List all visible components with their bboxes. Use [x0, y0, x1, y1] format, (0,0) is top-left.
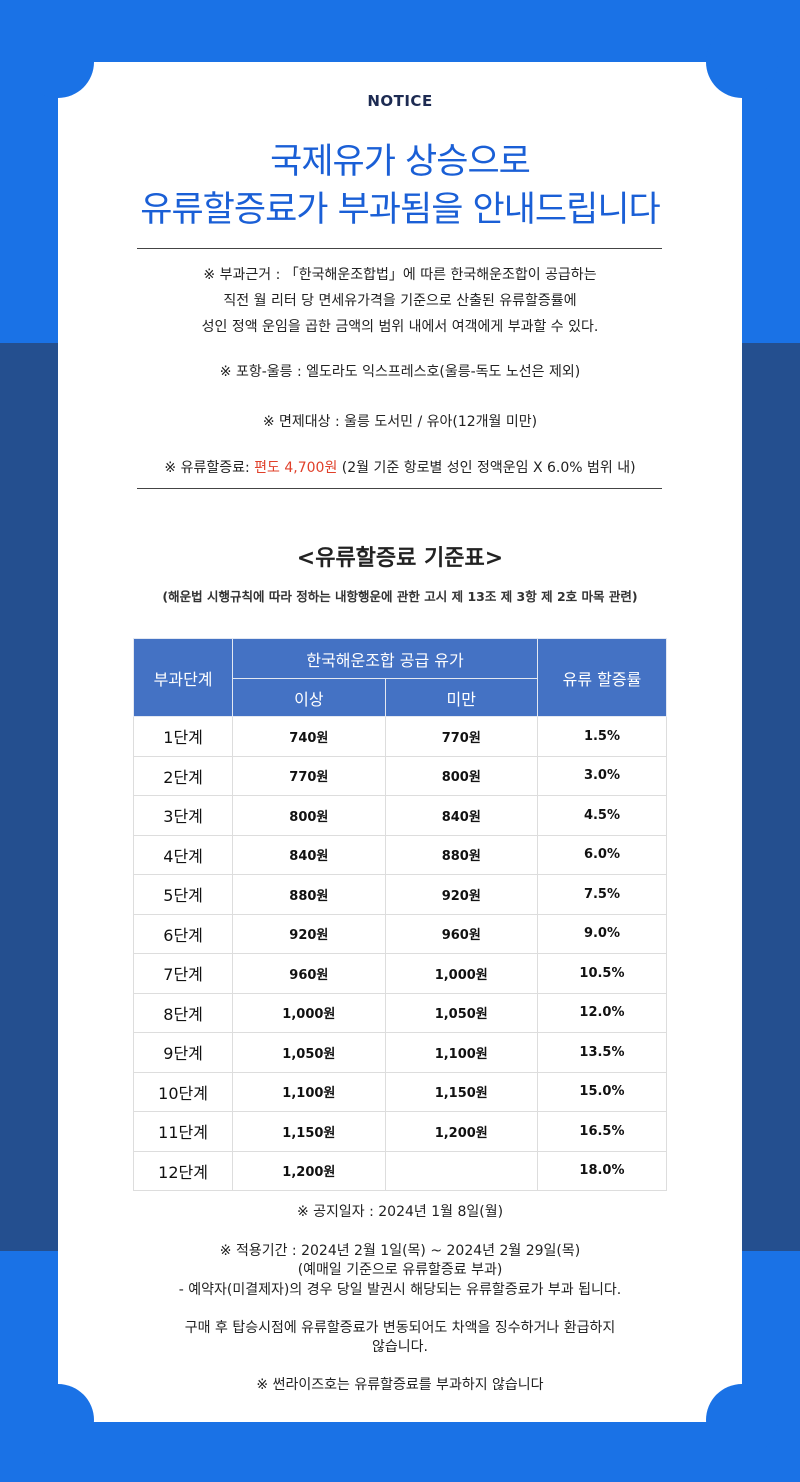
- stage-cell: 1단계: [132, 716, 234, 757]
- reservation-note: - 예약자(미결제자)의 경우 당일 발권시 해당되는 유류할증료가 부과 됩니…: [178, 1282, 622, 1298]
- surcharge-amount: 편도 4,700원: [254, 460, 338, 476]
- min-cell: 1,050원: [232, 1032, 386, 1073]
- min-cell: 840원: [232, 834, 386, 875]
- stage-cell: 3단계: [132, 795, 234, 836]
- table-subtitle: (해운법 시행규칙에 따라 정하는 내항행운에 관한 고시 제 13조 제 3항…: [162, 589, 638, 604]
- card-notch-top-left: [22, 26, 94, 98]
- rate-cell: 6.0%: [536, 834, 668, 875]
- min-cell: 740원: [232, 716, 386, 757]
- table-row: 4단계 840원 880원 6.0%: [132, 834, 668, 875]
- header-max: 미만: [384, 678, 538, 717]
- table-row: 8단계 1,000원 1,050원 12.0%: [132, 992, 668, 1033]
- min-cell: 880원: [232, 874, 386, 915]
- title-line-1: 국제유가 상승으로: [270, 142, 531, 182]
- min-cell: 1,200원: [232, 1150, 386, 1191]
- page-title: 국제유가 상승으로 유류할증료가 부과됨을 안내드립니다: [0, 138, 800, 234]
- card-notch-bottom-left: [22, 1384, 94, 1456]
- rate-cell: 10.5%: [536, 953, 668, 994]
- surcharge-table: 부과단계 한국해운조합 공급 유가 유류 할증률 이상 미만 1단계 740원 …: [132, 638, 668, 1191]
- apply-period: ※ 적용기간 : 2024년 2월 1일(목) ~ 2024년 2월 29일(목…: [219, 1243, 581, 1259]
- rate-cell: 15.0%: [536, 1071, 668, 1112]
- min-cell: 800원: [232, 795, 386, 836]
- max-cell: 770원: [384, 716, 538, 757]
- min-cell: 920원: [232, 913, 386, 954]
- notice-label: NOTICE: [367, 92, 433, 110]
- route-text: ※ 포항-울릉 : 엘도라도 익스프레스호(울릉-독도 노선은 제외): [219, 364, 581, 380]
- basis-line-3: 성인 정액 운임을 곱한 금액의 범위 내에서 여객에게 부과할 수 있다.: [201, 319, 599, 335]
- basis-text: ※ 부과근거 : 「한국해운조합법」에 따른 한국해운조합이 공급하는 직전 월…: [0, 262, 800, 340]
- max-cell: 1,000원: [384, 953, 538, 994]
- table-row: 11단계 1,150원 1,200원 16.5%: [132, 1111, 668, 1152]
- stage-cell: 12단계: [132, 1150, 234, 1191]
- basis-line-2: 직전 월 리터 당 면세유가격을 기준으로 산출된 유류할증률에: [223, 293, 577, 309]
- change-note-line-2: 않습니다.: [372, 1339, 428, 1355]
- surcharge-prefix: ※ 유류할증료:: [164, 460, 255, 476]
- table-row: 6단계 920원 960원 9.0%: [132, 913, 668, 954]
- max-cell: 960원: [384, 913, 538, 954]
- notice-date: ※ 공지일자 : 2024년 1월 8일(월): [296, 1204, 504, 1220]
- rate-cell: 7.5%: [536, 874, 668, 915]
- max-cell: 840원: [384, 795, 538, 836]
- min-cell: 1,000원: [232, 992, 386, 1033]
- basis-line-1: ※ 부과근거 : 「한국해운조합법」에 따른 한국해운조합이 공급하는: [203, 267, 597, 283]
- surcharge-suffix: (2월 기준 항로별 성인 정액운임 X 6.0% 범위 내): [337, 460, 636, 476]
- rate-cell: 13.5%: [536, 1032, 668, 1073]
- rate-cell: 12.0%: [536, 992, 668, 1033]
- apply-period-note: (예매일 기준으로 유류할증료 부과): [297, 1262, 503, 1278]
- rate-cell: 4.5%: [536, 795, 668, 836]
- header-min: 이상: [232, 678, 386, 717]
- table-row: 1단계 740원 770원 1.5%: [132, 716, 668, 757]
- stage-cell: 2단계: [132, 755, 234, 796]
- table-title: <유류할증료 기준표>: [296, 546, 504, 571]
- max-cell: 1,100원: [384, 1032, 538, 1073]
- min-cell: 770원: [232, 755, 386, 796]
- max-cell: [384, 1150, 538, 1191]
- stage-cell: 9단계: [132, 1032, 234, 1073]
- max-cell: 1,150원: [384, 1071, 538, 1112]
- stage-cell: 5단계: [132, 874, 234, 915]
- divider-bottom: [137, 488, 662, 489]
- min-cell: 960원: [232, 953, 386, 994]
- rate-cell: 9.0%: [536, 913, 668, 954]
- stage-cell: 10단계: [132, 1071, 234, 1112]
- header-supply-price: 한국해운조합 공급 유가: [232, 638, 538, 679]
- min-cell: 1,100원: [232, 1071, 386, 1112]
- table-row: 10단계 1,100원 1,150원 15.0%: [132, 1071, 668, 1112]
- max-cell: 880원: [384, 834, 538, 875]
- stage-cell: 11단계: [132, 1111, 234, 1152]
- min-cell: 1,150원: [232, 1111, 386, 1152]
- max-cell: 1,200원: [384, 1111, 538, 1152]
- change-note-line-1: 구매 후 탑승시점에 유류할증료가 변동되어도 차액을 징수하거나 환급하지: [184, 1320, 616, 1336]
- table-row: 12단계 1,200원 18.0%: [132, 1150, 668, 1191]
- rate-cell: 1.5%: [536, 716, 668, 757]
- table-row: 7단계 960원 1,000원 10.5%: [132, 953, 668, 994]
- stage-cell: 8단계: [132, 992, 234, 1033]
- table-row: 3단계 800원 840원 4.5%: [132, 795, 668, 836]
- stage-cell: 4단계: [132, 834, 234, 875]
- rate-cell: 3.0%: [536, 755, 668, 796]
- surcharge-text: ※ 유류할증료: 편도 4,700원 (2월 기준 항로별 성인 정액운임 X …: [0, 457, 800, 477]
- rate-cell: 18.0%: [536, 1150, 668, 1191]
- title-line-2: 유류할증료가 부과됨을 안내드립니다: [140, 190, 660, 230]
- stage-cell: 6단계: [132, 913, 234, 954]
- table-row: 5단계 880원 920원 7.5%: [132, 874, 668, 915]
- max-cell: 800원: [384, 755, 538, 796]
- max-cell: 1,050원: [384, 992, 538, 1033]
- divider-top: [137, 248, 662, 249]
- card-notch-top-right: [706, 26, 778, 98]
- table-row: 9단계 1,050원 1,100원 13.5%: [132, 1032, 668, 1073]
- stage-cell: 7단계: [132, 953, 234, 994]
- header-rate: 유류 할증률: [536, 638, 668, 717]
- max-cell: 920원: [384, 874, 538, 915]
- exempt-text: ※ 면제대상 : 울릉 도서민 / 유아(12개월 미만): [262, 414, 538, 430]
- header-stage: 부과단계: [132, 638, 234, 717]
- table-row: 2단계 770원 800원 3.0%: [132, 755, 668, 796]
- sunrise-note: ※ 썬라이즈호는 유류할증료를 부과하지 않습니다: [256, 1377, 544, 1393]
- rate-cell: 16.5%: [536, 1111, 668, 1152]
- card-notch-bottom-right: [706, 1384, 778, 1456]
